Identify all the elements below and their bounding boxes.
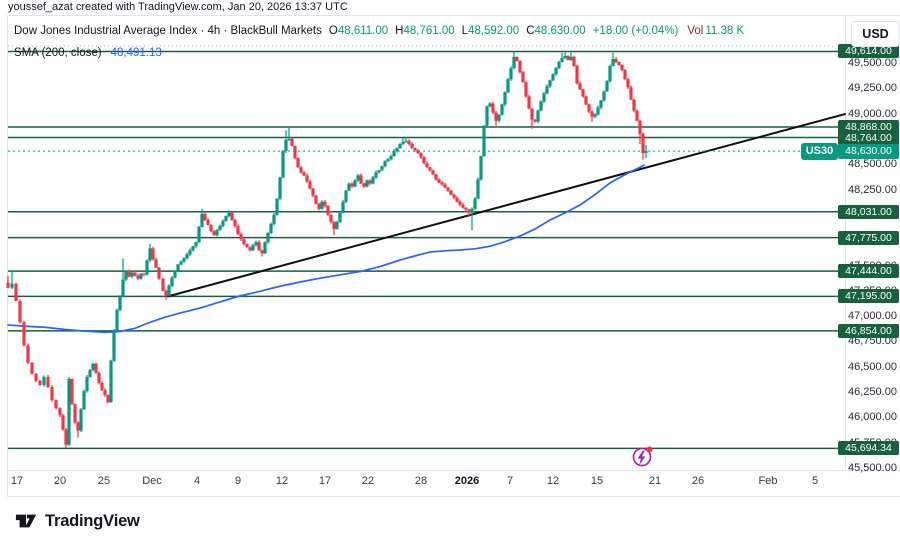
time-tick-label: 22	[361, 475, 375, 487]
level-price-badge: 46,854.00	[838, 323, 899, 338]
time-tick-label: Dec	[142, 475, 162, 487]
time-tick-label: 26	[691, 475, 705, 487]
current-price-badge: 48,630.00	[838, 143, 899, 159]
time-tick-label: 2026	[454, 475, 480, 487]
level-price-badge: 47,195.00	[838, 289, 899, 304]
tradingview-logo[interactable]: TradingView	[14, 510, 140, 532]
ohlc-low-value: 48,592.00	[468, 25, 520, 37]
level-price-badge: 48,764.00	[838, 130, 899, 145]
price-change: +18.00 (+0.04%)	[592, 25, 679, 37]
time-tick-label: 7	[506, 475, 514, 487]
ohlc-open-value: 48,611.00	[337, 25, 389, 37]
time-tick-label: 12	[275, 475, 289, 487]
volume-label: Vol	[687, 25, 704, 37]
time-tick-label: Feb	[758, 475, 778, 487]
symbol-title[interactable]: Dow Jones Industrial Average Index · 4h …	[14, 25, 322, 37]
time-tick-label: 12	[546, 475, 560, 487]
time-tick-label: 21	[648, 475, 662, 487]
currency-usd-button[interactable]: USD	[851, 21, 900, 47]
time-tick-label: 20	[53, 475, 67, 487]
price-tick-label: 46,250.00	[848, 386, 897, 399]
level-price-badge: 49,614.00	[838, 44, 899, 59]
ohlc-low-label: L	[461, 25, 469, 37]
sma-label[interactable]: SMA (200, close)	[14, 47, 102, 59]
ohlc-high-value: 48,761.00	[403, 25, 455, 37]
level-price-badge: 45,694.34	[838, 441, 899, 456]
time-tick-label: 17	[10, 475, 24, 487]
ohlc-close-label: C	[526, 25, 535, 37]
price-tick-label: 46,750.00	[848, 335, 897, 348]
price-tick-label: 45,500.00	[848, 462, 897, 474]
level-price-badge: 48,031.00	[838, 204, 899, 219]
sma-indicator-legend[interactable]: SMA (200, close) 48,491.13	[14, 47, 162, 59]
attribution-text: youssef_azat created with TradingView.co…	[8, 1, 348, 13]
price-tick-label: 49,000.00	[848, 107, 897, 120]
price-tick-label: 48,500.00	[848, 158, 897, 171]
event-alert-dot	[646, 446, 653, 453]
level-price-badge: 48,868.00	[838, 119, 899, 134]
time-tick-label: 9	[234, 475, 242, 487]
ohlc-high-label: H	[395, 25, 404, 37]
symbol-legend[interactable]: Dow Jones Industrial Average Index · 4h …	[14, 25, 744, 37]
sma-value: 48,491.13	[110, 47, 162, 59]
price-tick-label: 49,500.00	[848, 57, 897, 69]
price-tick-label: 46,000.00	[848, 411, 897, 424]
footer-bar: TradingView	[0, 497, 900, 549]
level-price-badge: 47,444.00	[838, 264, 899, 279]
price-tick-label: 49,250.00	[848, 82, 897, 95]
time-tick-label: 4	[193, 475, 201, 487]
price-axis[interactable]: 49,500.00 49,250.00 49,000.00 48,500.00 48,2…	[838, 15, 900, 496]
price-tick-label: 46,500.00	[848, 360, 897, 373]
price-tick-label: 47,000.00	[848, 310, 897, 323]
level-price-badge: 47,775.00	[838, 230, 899, 245]
ohlc-open-label: O	[328, 25, 338, 37]
volume-value: 11.38 K	[705, 25, 745, 37]
time-tick-label: 25	[97, 475, 111, 487]
time-tick-label: 5	[811, 475, 819, 487]
time-tick-label: 17	[318, 475, 332, 487]
time-axis[interactable]: 17 20 25 Dec 4 9 12 17 22 28 2026 7 12 15 21 26 Feb 5	[0, 470, 900, 496]
symbol-price-label-us30: US30	[801, 142, 838, 160]
ohlc-close-value: 48,630.00	[534, 25, 586, 37]
time-tick-label: 28	[414, 475, 428, 487]
tradingview-logo-text: TradingView	[45, 511, 140, 530]
price-tick-label: 48,250.00	[848, 183, 897, 196]
tradingview-logo-icon	[15, 514, 37, 528]
time-tick-label: 15	[590, 475, 604, 487]
